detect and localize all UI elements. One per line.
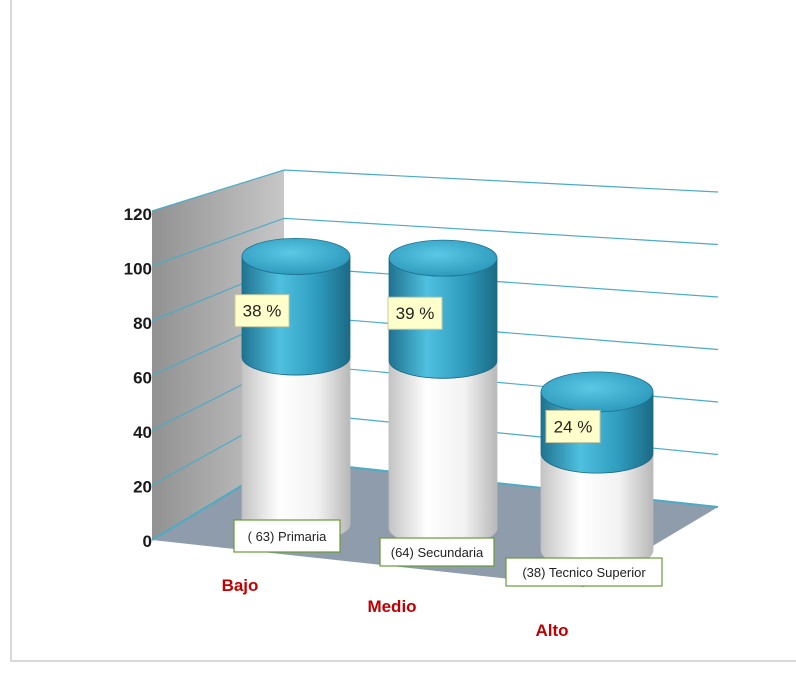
count-label-text: (64) Secundaria (391, 545, 484, 560)
percent-label-box (234, 294, 290, 328)
count-label-text: ( 63) Primaria (248, 529, 328, 544)
bar-top-cap (540, 371, 654, 413)
bar-stack: 38 % ( 63) Primaria (233, 237, 351, 553)
percent-label-text: 39 % (396, 304, 435, 323)
count-label-box (379, 537, 495, 567)
y-tick-label: 0 (143, 532, 152, 551)
gridline (151, 217, 719, 267)
y-tick-label: 120 (124, 205, 152, 224)
y-tick-label: 80 (133, 314, 152, 333)
bars: 38 % ( 63) Primaria 39 % (64) Secundaria 24 … (233, 237, 663, 587)
y-tick-label: 100 (124, 260, 152, 279)
count-label: (64) Secundaria (379, 537, 495, 567)
y-axis-ticks: 0 20 40 60 80 100 120 (124, 205, 152, 551)
count-label-box (505, 557, 663, 587)
category-label: Bajo (222, 576, 259, 595)
category-label: Medio (367, 597, 416, 616)
frame-border-bottom (10, 660, 796, 662)
y-tick-label: 40 (133, 423, 152, 442)
percent-label: 39 % (387, 296, 443, 330)
percent-label-box (545, 410, 601, 443)
bar-stack: 39 % (64) Secundaria (379, 239, 498, 567)
y-tick-label: 20 (133, 478, 152, 497)
percent-label-text: 24 % (554, 418, 593, 437)
percent-label-box (387, 296, 443, 330)
count-label: (38) Tecnico Superior (505, 557, 663, 587)
bar-lower-segment (388, 360, 498, 547)
count-label-box (233, 519, 341, 553)
percent-label-text: 38 % (243, 302, 282, 321)
frame-border-left (10, 0, 12, 662)
bar-top-cap (241, 237, 351, 275)
count-label: ( 63) Primaria (233, 519, 341, 553)
gridline (151, 169, 719, 212)
category-label: Alto (535, 621, 568, 640)
y-tick-label: 60 (133, 369, 152, 388)
bar-stack: 24 % (38) Tecnico Superior (505, 371, 663, 587)
bar-top-cap (388, 239, 498, 277)
count-label-text: (38) Tecnico Superior (522, 565, 646, 580)
bar-lower-segment (241, 357, 351, 543)
category-labels: Bajo Medio Alto (222, 576, 569, 640)
percent-label: 38 % (234, 294, 290, 328)
percent-label: 24 % (545, 410, 601, 443)
